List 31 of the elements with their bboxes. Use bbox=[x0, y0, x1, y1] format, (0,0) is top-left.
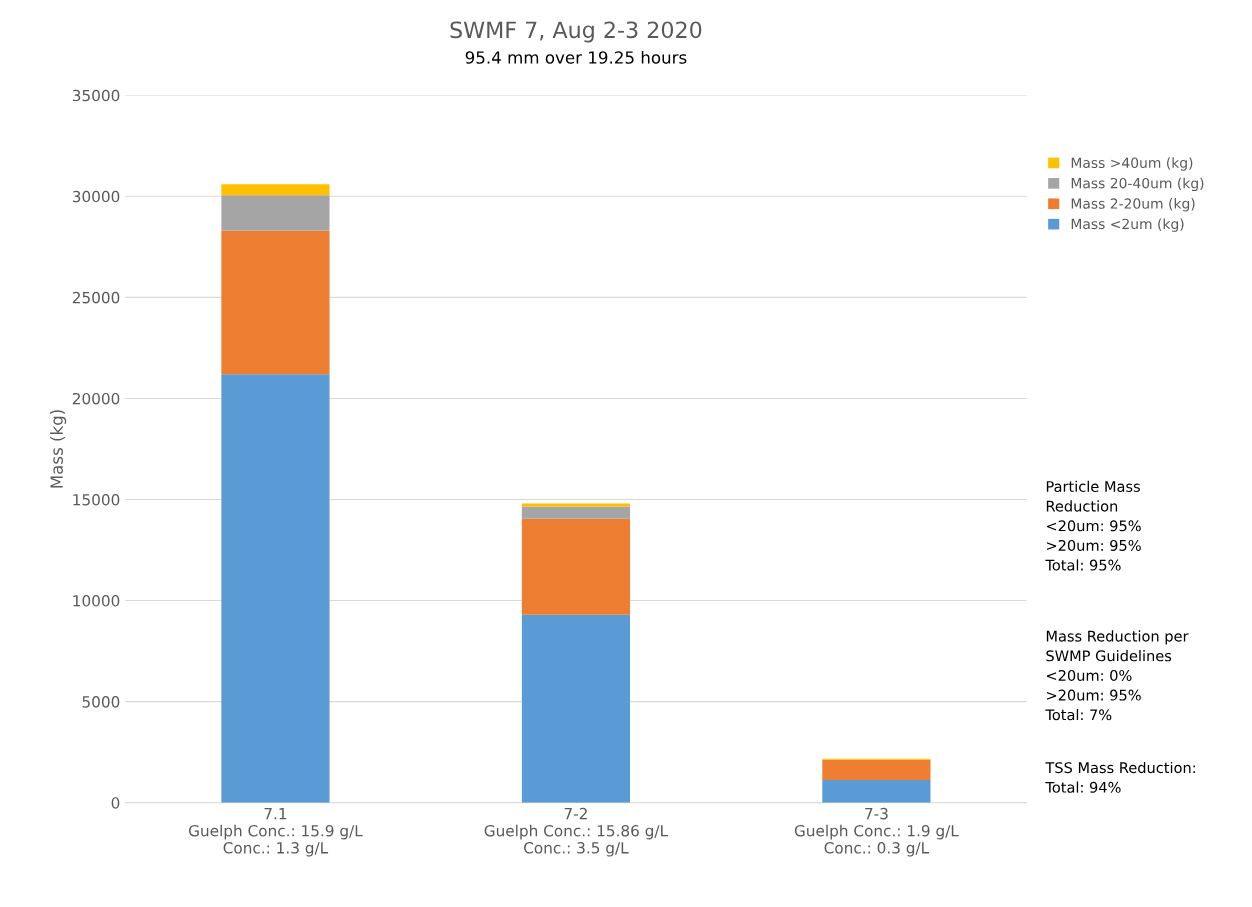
bar bbox=[521, 506, 631, 519]
legend-label: Mass >40um (kg) bbox=[1071, 157, 1193, 171]
bar bbox=[221, 230, 330, 375]
x-tick-label: 7-3 Guelph Conc.: 1.9 g/L Conc.: 0.3 g/L bbox=[794, 807, 959, 857]
bar bbox=[822, 759, 931, 781]
y-tick-label: 35000 bbox=[72, 89, 120, 102]
y-tick-label: 30000 bbox=[72, 190, 120, 203]
y-tick-label: 10000 bbox=[73, 595, 120, 607]
y-tick-label: 15000 bbox=[73, 493, 120, 506]
y-tick-label: 5000 bbox=[82, 696, 120, 708]
y-tick-label: 25000 bbox=[72, 291, 120, 304]
bar bbox=[521, 614, 631, 803]
bar bbox=[221, 195, 330, 231]
x-tick-label: 7-2 Guelph Conc.: 15.86 g/L Conc.: 3.5 g/L bbox=[484, 807, 668, 857]
y-tick-label: 20000 bbox=[72, 392, 120, 405]
bar bbox=[221, 184, 330, 196]
x-tick-label: 7.1 Guelph Conc.: 15.9 g/L Conc.: 1.3 g/L bbox=[189, 808, 363, 857]
bar bbox=[521, 503, 631, 507]
y-axis-title: Mass (kg) bbox=[50, 410, 67, 488]
legend-label: Mass 20-40um (kg) bbox=[1071, 177, 1204, 192]
bar bbox=[221, 374, 330, 803]
text: TSS Mass Reduction: Total: 94% bbox=[1045, 761, 1195, 793]
chart-subtitle: 95.4 mm over 19.25 hours bbox=[465, 50, 687, 64]
bar bbox=[822, 780, 931, 803]
y-tick-label: 0 bbox=[111, 797, 120, 809]
legend-label: Mass <2um (kg) bbox=[1071, 218, 1184, 232]
chart-title: SWMF 7, Aug 2-3 2020 bbox=[450, 21, 702, 43]
text: Mass Reduction per SWMP Guidelines <20um: 0% >20um: 95% Total: 7% bbox=[1045, 630, 1189, 721]
bar bbox=[521, 518, 631, 615]
legend-label: Mass 2-20um (kg) bbox=[1071, 198, 1195, 212]
text: Particle Mass Reduction <20um: 95% >20um: 95% Total: 95% bbox=[1045, 480, 1141, 571]
